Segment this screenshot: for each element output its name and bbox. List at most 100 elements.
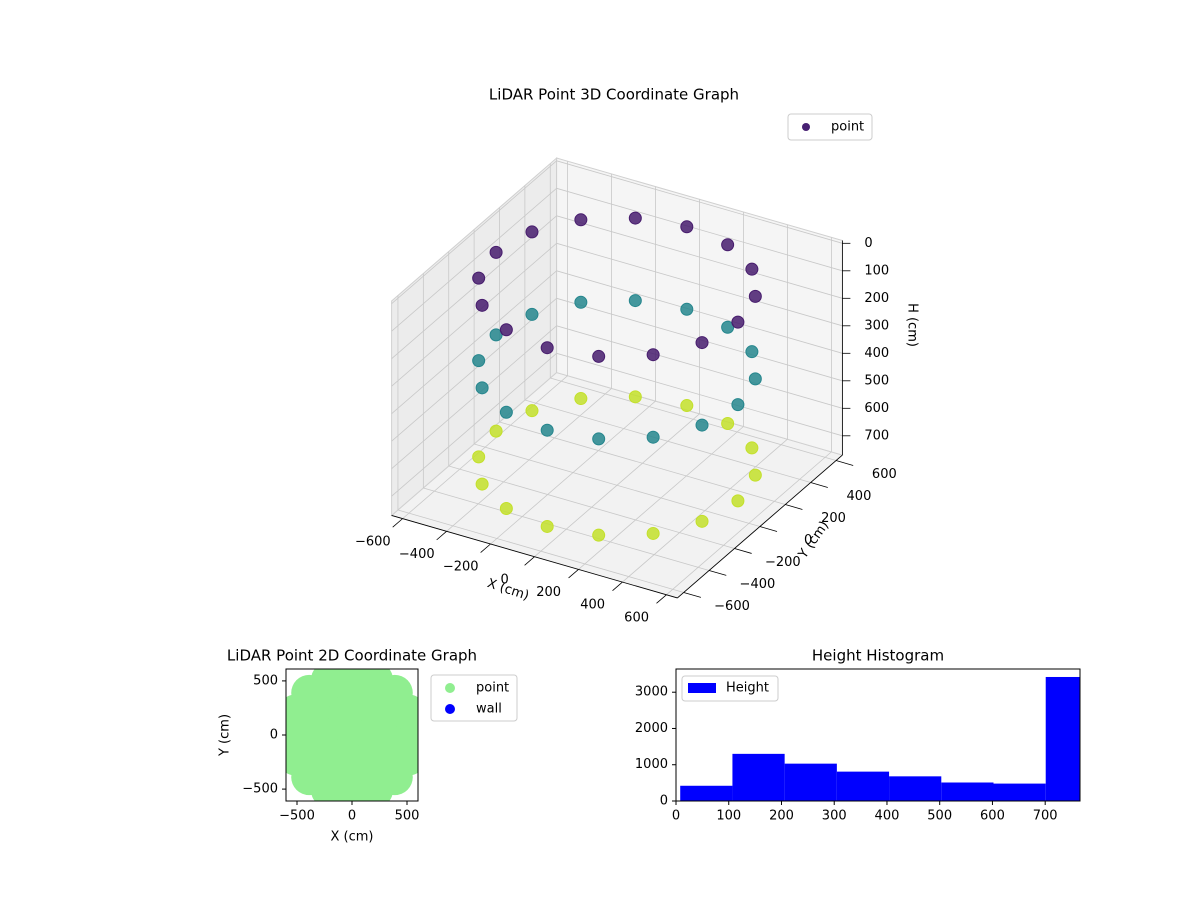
point	[574, 392, 588, 406]
point	[475, 381, 489, 395]
point	[748, 468, 762, 482]
point	[472, 354, 486, 368]
y-tick-label: 600	[872, 467, 897, 482]
point	[489, 424, 503, 438]
z-tick-label: 300	[864, 318, 889, 333]
y-tick-label: 1000	[635, 757, 668, 772]
point	[472, 271, 486, 285]
tick-mark	[436, 531, 447, 541]
axis-line	[391, 515, 678, 599]
grid-line	[397, 509, 684, 593]
x-tick-label: 600	[624, 610, 649, 625]
x-tick-label: 200	[769, 809, 794, 824]
bar	[941, 782, 994, 801]
point	[745, 262, 759, 276]
point	[592, 528, 606, 542]
legend-label: Height	[726, 681, 769, 696]
y-tick-label: 0	[660, 794, 668, 809]
bar	[993, 783, 1046, 801]
grid-line	[556, 270, 843, 354]
point	[680, 302, 694, 316]
y-tick-label: −600	[714, 599, 750, 614]
point	[472, 450, 486, 464]
point	[540, 423, 554, 437]
y-tick-label: 0	[270, 728, 278, 743]
grid-line	[473, 443, 761, 527]
legend-swatch	[688, 683, 716, 693]
y-tick-label: 200	[821, 511, 846, 526]
chart-title: LiDAR Point 3D Coordinate Graph	[489, 86, 739, 104]
point	[499, 502, 513, 516]
x-tick-label: 600	[980, 809, 1005, 824]
grid-line	[524, 399, 811, 483]
point	[361, 728, 398, 765]
point	[489, 245, 503, 259]
point	[695, 514, 709, 528]
z-tick-label: 200	[864, 291, 889, 306]
y-tick-label: 0	[804, 533, 812, 548]
point	[680, 220, 694, 234]
point	[646, 526, 660, 540]
point	[389, 739, 418, 776]
point	[680, 399, 694, 413]
z-tick-label: 400	[864, 346, 889, 361]
point	[745, 345, 759, 359]
point	[628, 390, 642, 404]
x-tick-label: −400	[399, 547, 435, 562]
x-tick-label: 500	[927, 809, 952, 824]
z-tick-label: 500	[864, 373, 889, 388]
grid-line	[391, 270, 557, 414]
axis-line	[677, 454, 843, 599]
legend-label: wall	[476, 702, 502, 717]
legend-box	[681, 675, 779, 702]
grid-line	[391, 160, 557, 304]
y-tick-label: 3000	[635, 685, 668, 700]
point	[748, 372, 762, 386]
chart-title: Height Histogram	[812, 647, 944, 665]
grid-line	[556, 325, 843, 409]
bar	[784, 763, 837, 801]
tick-mark	[835, 460, 854, 466]
point	[721, 416, 735, 430]
grid-line	[556, 242, 843, 327]
x-tick-label: 0	[348, 809, 356, 824]
tick-mark	[734, 548, 752, 554]
x-tick-label: 400	[580, 598, 605, 613]
point	[574, 213, 588, 227]
grid-line	[391, 353, 557, 497]
y-tick-label: −400	[740, 577, 776, 592]
x-tick-label: 400	[875, 809, 900, 824]
x-tick-label: 0	[672, 809, 680, 824]
tick-mark	[785, 504, 803, 510]
y-tick-label: 400	[847, 489, 872, 504]
point	[499, 405, 513, 419]
grid-line	[391, 298, 557, 442]
plot-area	[286, 669, 418, 801]
x-axis-label: X (cm)	[331, 830, 374, 845]
z-tick-label: 0	[864, 236, 872, 251]
point	[592, 432, 606, 446]
z-tick-label: 700	[864, 428, 889, 443]
y-tick-label: −500	[242, 782, 278, 797]
grid-line	[423, 487, 710, 571]
tick-mark	[683, 592, 701, 598]
point	[646, 430, 660, 444]
legend: point	[787, 113, 873, 141]
point	[489, 328, 503, 342]
tick-mark	[656, 594, 667, 604]
grid-line	[550, 377, 837, 461]
x-tick-label: 300	[822, 809, 847, 824]
point	[731, 398, 745, 412]
x-tick-label: −200	[443, 560, 479, 575]
tick-mark	[759, 526, 778, 532]
legend-box	[787, 113, 873, 141]
tick-mark	[480, 543, 491, 553]
tick-mark	[810, 482, 828, 488]
grid-line	[391, 243, 557, 387]
x-tick-label: −600	[355, 534, 391, 549]
bar	[836, 771, 890, 801]
y-tick-label: −200	[765, 555, 801, 570]
y-tick-label: 500	[253, 673, 278, 688]
point	[731, 494, 745, 508]
grid-line	[556, 215, 843, 299]
